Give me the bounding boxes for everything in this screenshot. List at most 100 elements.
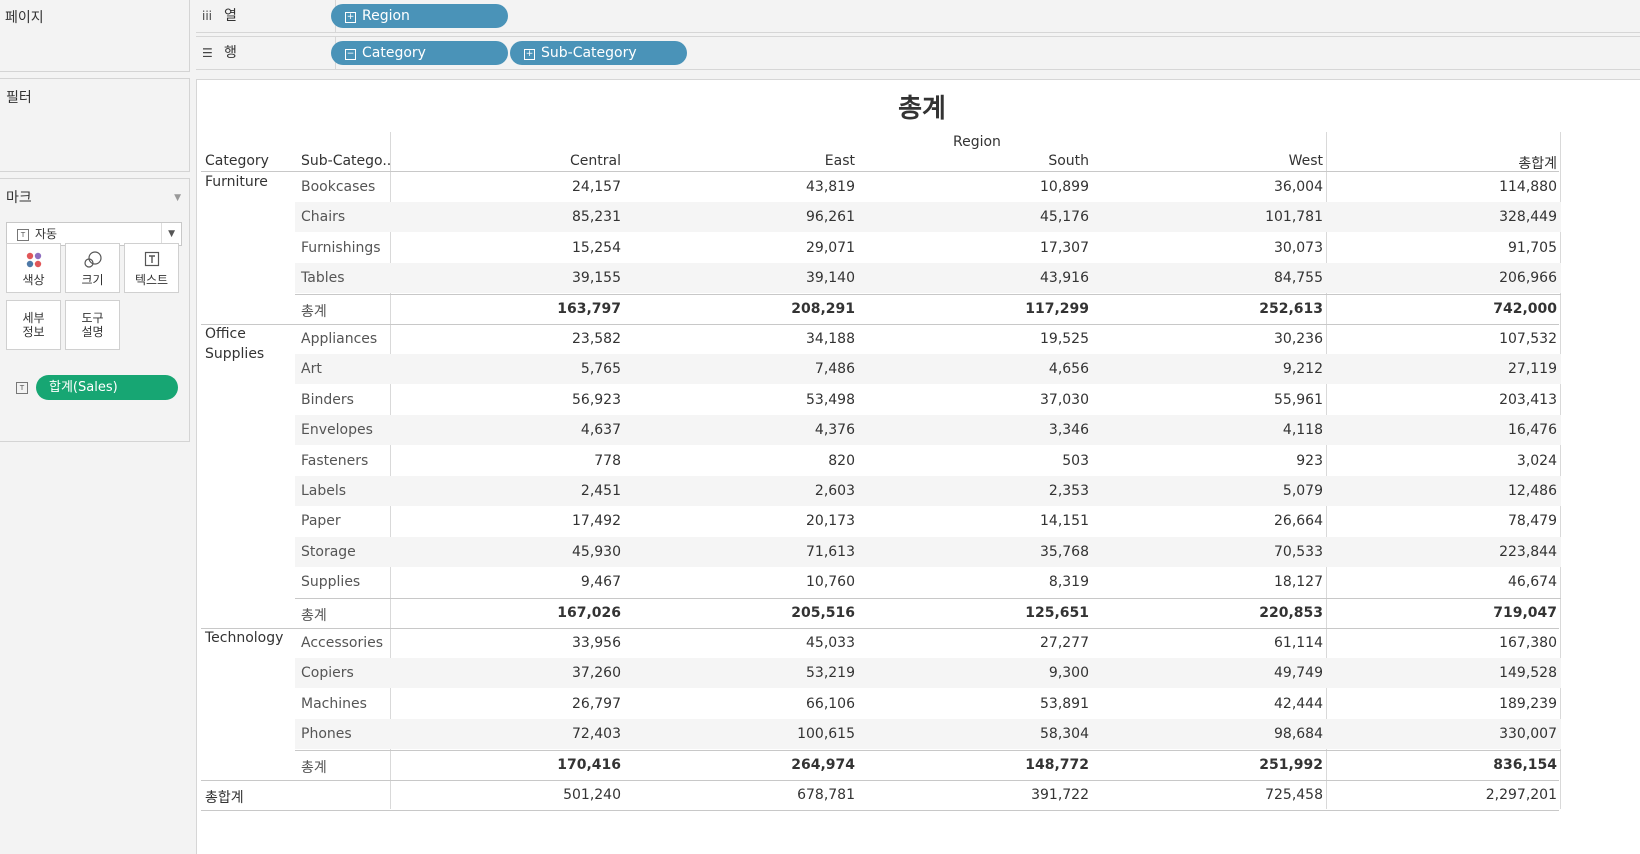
subcategory-cell: Paper	[301, 513, 341, 530]
value-cell: 37,260	[572, 665, 621, 682]
value-cell: 820	[828, 452, 855, 469]
subcategory-cell: Art	[301, 361, 322, 378]
category-label: Office Supplies	[205, 326, 265, 362]
subtotal-cell: 251,992	[1259, 756, 1323, 773]
view-canvas[interactable]: 총계 Region Category Sub-Catego.. Central East…	[196, 79, 1640, 854]
region-pill[interactable]: + Region	[331, 4, 508, 28]
value-cell: 16,476	[1508, 422, 1557, 439]
value-cell: 223,844	[1499, 543, 1557, 560]
subtotal-rule	[295, 749, 1561, 751]
grand-total-label: 총합계	[205, 790, 244, 806]
rows-shelf[interactable]: ☰ 행 − Category + Sub-Category	[196, 36, 1640, 70]
subcat-divider	[390, 132, 391, 809]
value-cell: 100,615	[797, 726, 855, 743]
subtotal-cell: 205,516	[791, 604, 855, 621]
value-cell: 61,114	[1274, 635, 1323, 651]
value-cell: 29,071	[806, 239, 855, 256]
subtotal-cell: 163,797	[557, 300, 621, 317]
subtotal-cell: 117,299	[1025, 300, 1089, 317]
subcategory-cell: Furnishings	[301, 239, 381, 256]
value-cell: 5,079	[1282, 483, 1323, 499]
mark-type-dropdown[interactable]: T 자동 ▼	[6, 222, 182, 246]
value-cell: 8,319	[1048, 574, 1089, 591]
collapse-icon[interactable]: −	[345, 49, 356, 60]
value-cell: 30,236	[1274, 331, 1323, 347]
value-cell: 27,277	[1040, 635, 1089, 651]
pages-title: 페이지	[5, 10, 44, 26]
value-cell: 4,656	[1048, 361, 1089, 378]
value-cell: 37,030	[1040, 391, 1089, 408]
value-cell: 10,760	[806, 574, 855, 591]
color-dots-icon	[7, 251, 60, 273]
subtotal-rule	[295, 293, 1561, 295]
value-cell: 58,304	[1040, 726, 1089, 743]
filters-panel[interactable]: 필터	[0, 78, 190, 172]
rows-shelf-label: ☰ 행	[196, 37, 336, 69]
row-band	[295, 354, 1561, 385]
category-label: Furniture	[205, 174, 268, 190]
color-button[interactable]: 색상	[6, 243, 61, 293]
subtotal-cell: 742,000	[1493, 300, 1557, 317]
subcategory-cell: Copiers	[301, 665, 354, 682]
rows-label: 행	[224, 45, 237, 61]
subcategory-cell: Machines	[301, 695, 367, 712]
category-label: Technology	[205, 630, 284, 646]
value-cell: 2,451	[580, 483, 621, 499]
subcategory-cell: Bookcases	[301, 179, 376, 195]
subcategory-pill-label: Sub-Category	[541, 45, 637, 61]
value-cell: 53,219	[806, 665, 855, 682]
value-cell: 4,118	[1282, 422, 1323, 439]
view-title: 총계	[898, 94, 946, 124]
size-label: 크기	[81, 273, 104, 287]
value-cell: 107,532	[1499, 331, 1557, 347]
detail-label: 세부 정보	[22, 311, 45, 339]
subtotal-cell: 148,772	[1025, 756, 1089, 773]
value-cell: 923	[1296, 452, 1323, 469]
value-cell: 42,444	[1274, 695, 1323, 712]
bottom-rule	[201, 810, 1559, 812]
value-cell: 10,899	[1040, 179, 1089, 195]
value-cell: 30,073	[1274, 239, 1323, 256]
columns-label: 열	[224, 8, 237, 24]
filters-title: 필터	[6, 90, 32, 106]
tooltip-button[interactable]: 도구 설명	[65, 300, 120, 350]
value-cell: 167,380	[1499, 635, 1557, 651]
columns-shelf[interactable]: iii 열 + Region	[196, 0, 1640, 33]
value-cell: 72,403	[572, 726, 621, 743]
column-header-2: South	[1048, 153, 1089, 169]
value-cell: 15,254	[572, 239, 621, 256]
expand-icon[interactable]: +	[345, 12, 356, 23]
sales-measure-pill[interactable]: 합계(Sales)	[36, 375, 178, 400]
value-cell: 53,891	[1040, 695, 1089, 712]
detail-button[interactable]: 세부 정보	[6, 300, 61, 350]
value-cell: 189,239	[1499, 695, 1557, 712]
text-button[interactable]: 텍스트	[124, 243, 179, 293]
grand-total-cell: 391,722	[1031, 787, 1089, 803]
group-rule	[201, 628, 1559, 629]
grand-total-cell: 725,458	[1265, 787, 1323, 803]
value-cell: 14,151	[1040, 513, 1089, 530]
column-header-0: Central	[570, 153, 621, 169]
value-cell: 203,413	[1499, 391, 1557, 408]
value-cell: 101,781	[1265, 209, 1323, 226]
marks-menu-icon[interactable]: ▼	[174, 193, 181, 203]
category-pill[interactable]: − Category	[331, 41, 508, 65]
expand-icon[interactable]: +	[524, 49, 535, 60]
row-band	[295, 719, 1561, 750]
value-cell: 503	[1062, 452, 1089, 469]
value-cell: 39,155	[572, 270, 621, 287]
text-encoding-icon: T	[16, 382, 28, 394]
value-cell: 5,765	[580, 361, 621, 378]
subcategory-cell: Labels	[301, 483, 347, 499]
columns-icon: iii	[202, 9, 213, 23]
value-cell: 23,582	[572, 331, 621, 347]
value-cell: 778	[594, 452, 621, 469]
value-cell: 27,119	[1508, 361, 1557, 378]
subtotal-cell: 208,291	[791, 300, 855, 317]
value-cell: 43,819	[806, 179, 855, 195]
value-cell: 45,176	[1040, 209, 1089, 226]
pages-panel[interactable]: 페이지	[0, 0, 190, 72]
subcategory-pill[interactable]: + Sub-Category	[510, 41, 687, 65]
value-cell: 26,797	[572, 695, 621, 712]
size-button[interactable]: 크기	[65, 243, 120, 293]
